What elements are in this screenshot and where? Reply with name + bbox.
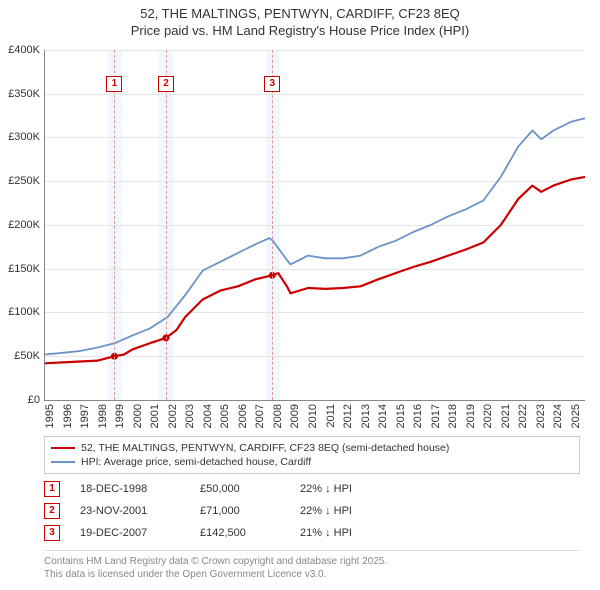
x-tick-label: 2017 — [430, 404, 442, 428]
y-tick-label: £50K — [14, 350, 40, 362]
x-tick-label: 2024 — [552, 404, 564, 428]
legend-swatch — [51, 461, 75, 463]
x-tick-label: 2021 — [500, 404, 512, 428]
y-tick-label: £0 — [28, 394, 40, 406]
annotation-table: 1 18-DEC-1998 £50,000 22% ↓ HPI 2 23-NOV-2001… — [44, 478, 580, 544]
x-tick-label: 2006 — [237, 404, 249, 428]
y-tick-label: £100K — [8, 306, 40, 318]
annotation-diff: 21% ↓ HPI — [300, 527, 400, 539]
x-tick-label: 2018 — [447, 404, 459, 428]
y-tick-label: £250K — [8, 175, 40, 187]
x-tick-label: 2022 — [517, 404, 529, 428]
x-tick-label: 2010 — [307, 404, 319, 428]
event-marker: 1 — [106, 76, 122, 92]
series-price_paid — [45, 177, 585, 363]
x-tick-label: 2025 — [570, 404, 582, 428]
footer-line1: Contains HM Land Registry data © Crown c… — [44, 555, 580, 568]
chart-area: £0 £50K £100K £150K £200K £250K £300K £350K £400… — [0, 40, 600, 430]
x-tick-label: 1995 — [44, 404, 56, 428]
x-tick-label: 2007 — [254, 404, 266, 428]
event-marker: 3 — [264, 76, 280, 92]
y-tick-label: £400K — [8, 44, 40, 56]
annotation-date: 18-DEC-1998 — [80, 483, 180, 495]
x-tick-label: 2016 — [412, 404, 424, 428]
legend-label: 52, THE MALTINGS, PENTWYN, CARDIFF, CF23… — [81, 442, 449, 454]
event-vline — [114, 50, 115, 400]
x-axis: 1995 1996 1997 1998 1999 2000 2001 2002 2003 2004… — [44, 400, 584, 440]
annotation-marker: 1 — [44, 481, 60, 497]
y-tick-label: £150K — [8, 263, 40, 275]
annotation-price: £71,000 — [200, 505, 280, 517]
chart-title: 52, THE MALTINGS, PENTWYN, CARDIFF, CF23… — [0, 0, 600, 40]
x-tick-label: 2020 — [482, 404, 494, 428]
title-line1: 52, THE MALTINGS, PENTWYN, CARDIFF, CF23… — [0, 6, 600, 23]
chart-svg — [45, 50, 585, 400]
x-tick-label: 1999 — [114, 404, 126, 428]
annotation-diff: 22% ↓ HPI — [300, 483, 400, 495]
y-tick-label: £200K — [8, 219, 40, 231]
annotation-price: £50,000 — [200, 483, 280, 495]
x-tick-label: 2004 — [202, 404, 214, 428]
x-tick-label: 1996 — [62, 404, 74, 428]
annotation-price: £142,500 — [200, 527, 280, 539]
legend-label: HPI: Average price, semi-detached house,… — [81, 456, 311, 468]
legend-row: 52, THE MALTINGS, PENTWYN, CARDIFF, CF23… — [51, 441, 573, 455]
annotation-marker: 3 — [44, 525, 60, 541]
x-tick-label: 2015 — [395, 404, 407, 428]
legend: 52, THE MALTINGS, PENTWYN, CARDIFF, CF23… — [44, 436, 580, 474]
footer-attribution: Contains HM Land Registry data © Crown c… — [44, 550, 580, 581]
x-tick-label: 2013 — [360, 404, 372, 428]
annotation-row: 2 23-NOV-2001 £71,000 22% ↓ HPI — [44, 500, 580, 522]
y-tick-label: £350K — [8, 88, 40, 100]
x-tick-label: 2001 — [149, 404, 161, 428]
x-tick-label: 2023 — [535, 404, 547, 428]
x-tick-label: 2009 — [289, 404, 301, 428]
title-line2: Price paid vs. HM Land Registry's House … — [0, 23, 600, 40]
x-tick-label: 2002 — [167, 404, 179, 428]
x-tick-label: 2014 — [377, 404, 389, 428]
plot-area: 1 2 3 — [44, 50, 585, 401]
x-tick-label: 2005 — [219, 404, 231, 428]
x-tick-label: 2000 — [132, 404, 144, 428]
x-tick-label: 2008 — [272, 404, 284, 428]
legend-swatch — [51, 447, 75, 449]
annotation-row: 1 18-DEC-1998 £50,000 22% ↓ HPI — [44, 478, 580, 500]
legend-row: HPI: Average price, semi-detached house,… — [51, 455, 573, 469]
x-tick-label: 1997 — [79, 404, 91, 428]
y-axis: £0£50K£100K£150K£200K£250K£300K£350K£400… — [0, 40, 44, 400]
annotation-marker: 2 — [44, 503, 60, 519]
annotation-date: 19-DEC-2007 — [80, 527, 180, 539]
x-tick-label: 2019 — [465, 404, 477, 428]
event-marker: 2 — [158, 76, 174, 92]
x-tick-label: 1998 — [97, 404, 109, 428]
footer-line2: This data is licensed under the Open Gov… — [44, 568, 580, 581]
x-tick-label: 2003 — [184, 404, 196, 428]
annotation-row: 3 19-DEC-2007 £142,500 21% ↓ HPI — [44, 522, 580, 544]
event-vline — [272, 50, 273, 400]
x-tick-label: 2011 — [325, 404, 337, 428]
series-hpi — [45, 118, 585, 354]
y-tick-label: £300K — [8, 131, 40, 143]
annotation-date: 23-NOV-2001 — [80, 505, 180, 517]
annotation-diff: 22% ↓ HPI — [300, 505, 400, 517]
event-vline — [166, 50, 167, 400]
x-tick-label: 2012 — [342, 404, 354, 428]
